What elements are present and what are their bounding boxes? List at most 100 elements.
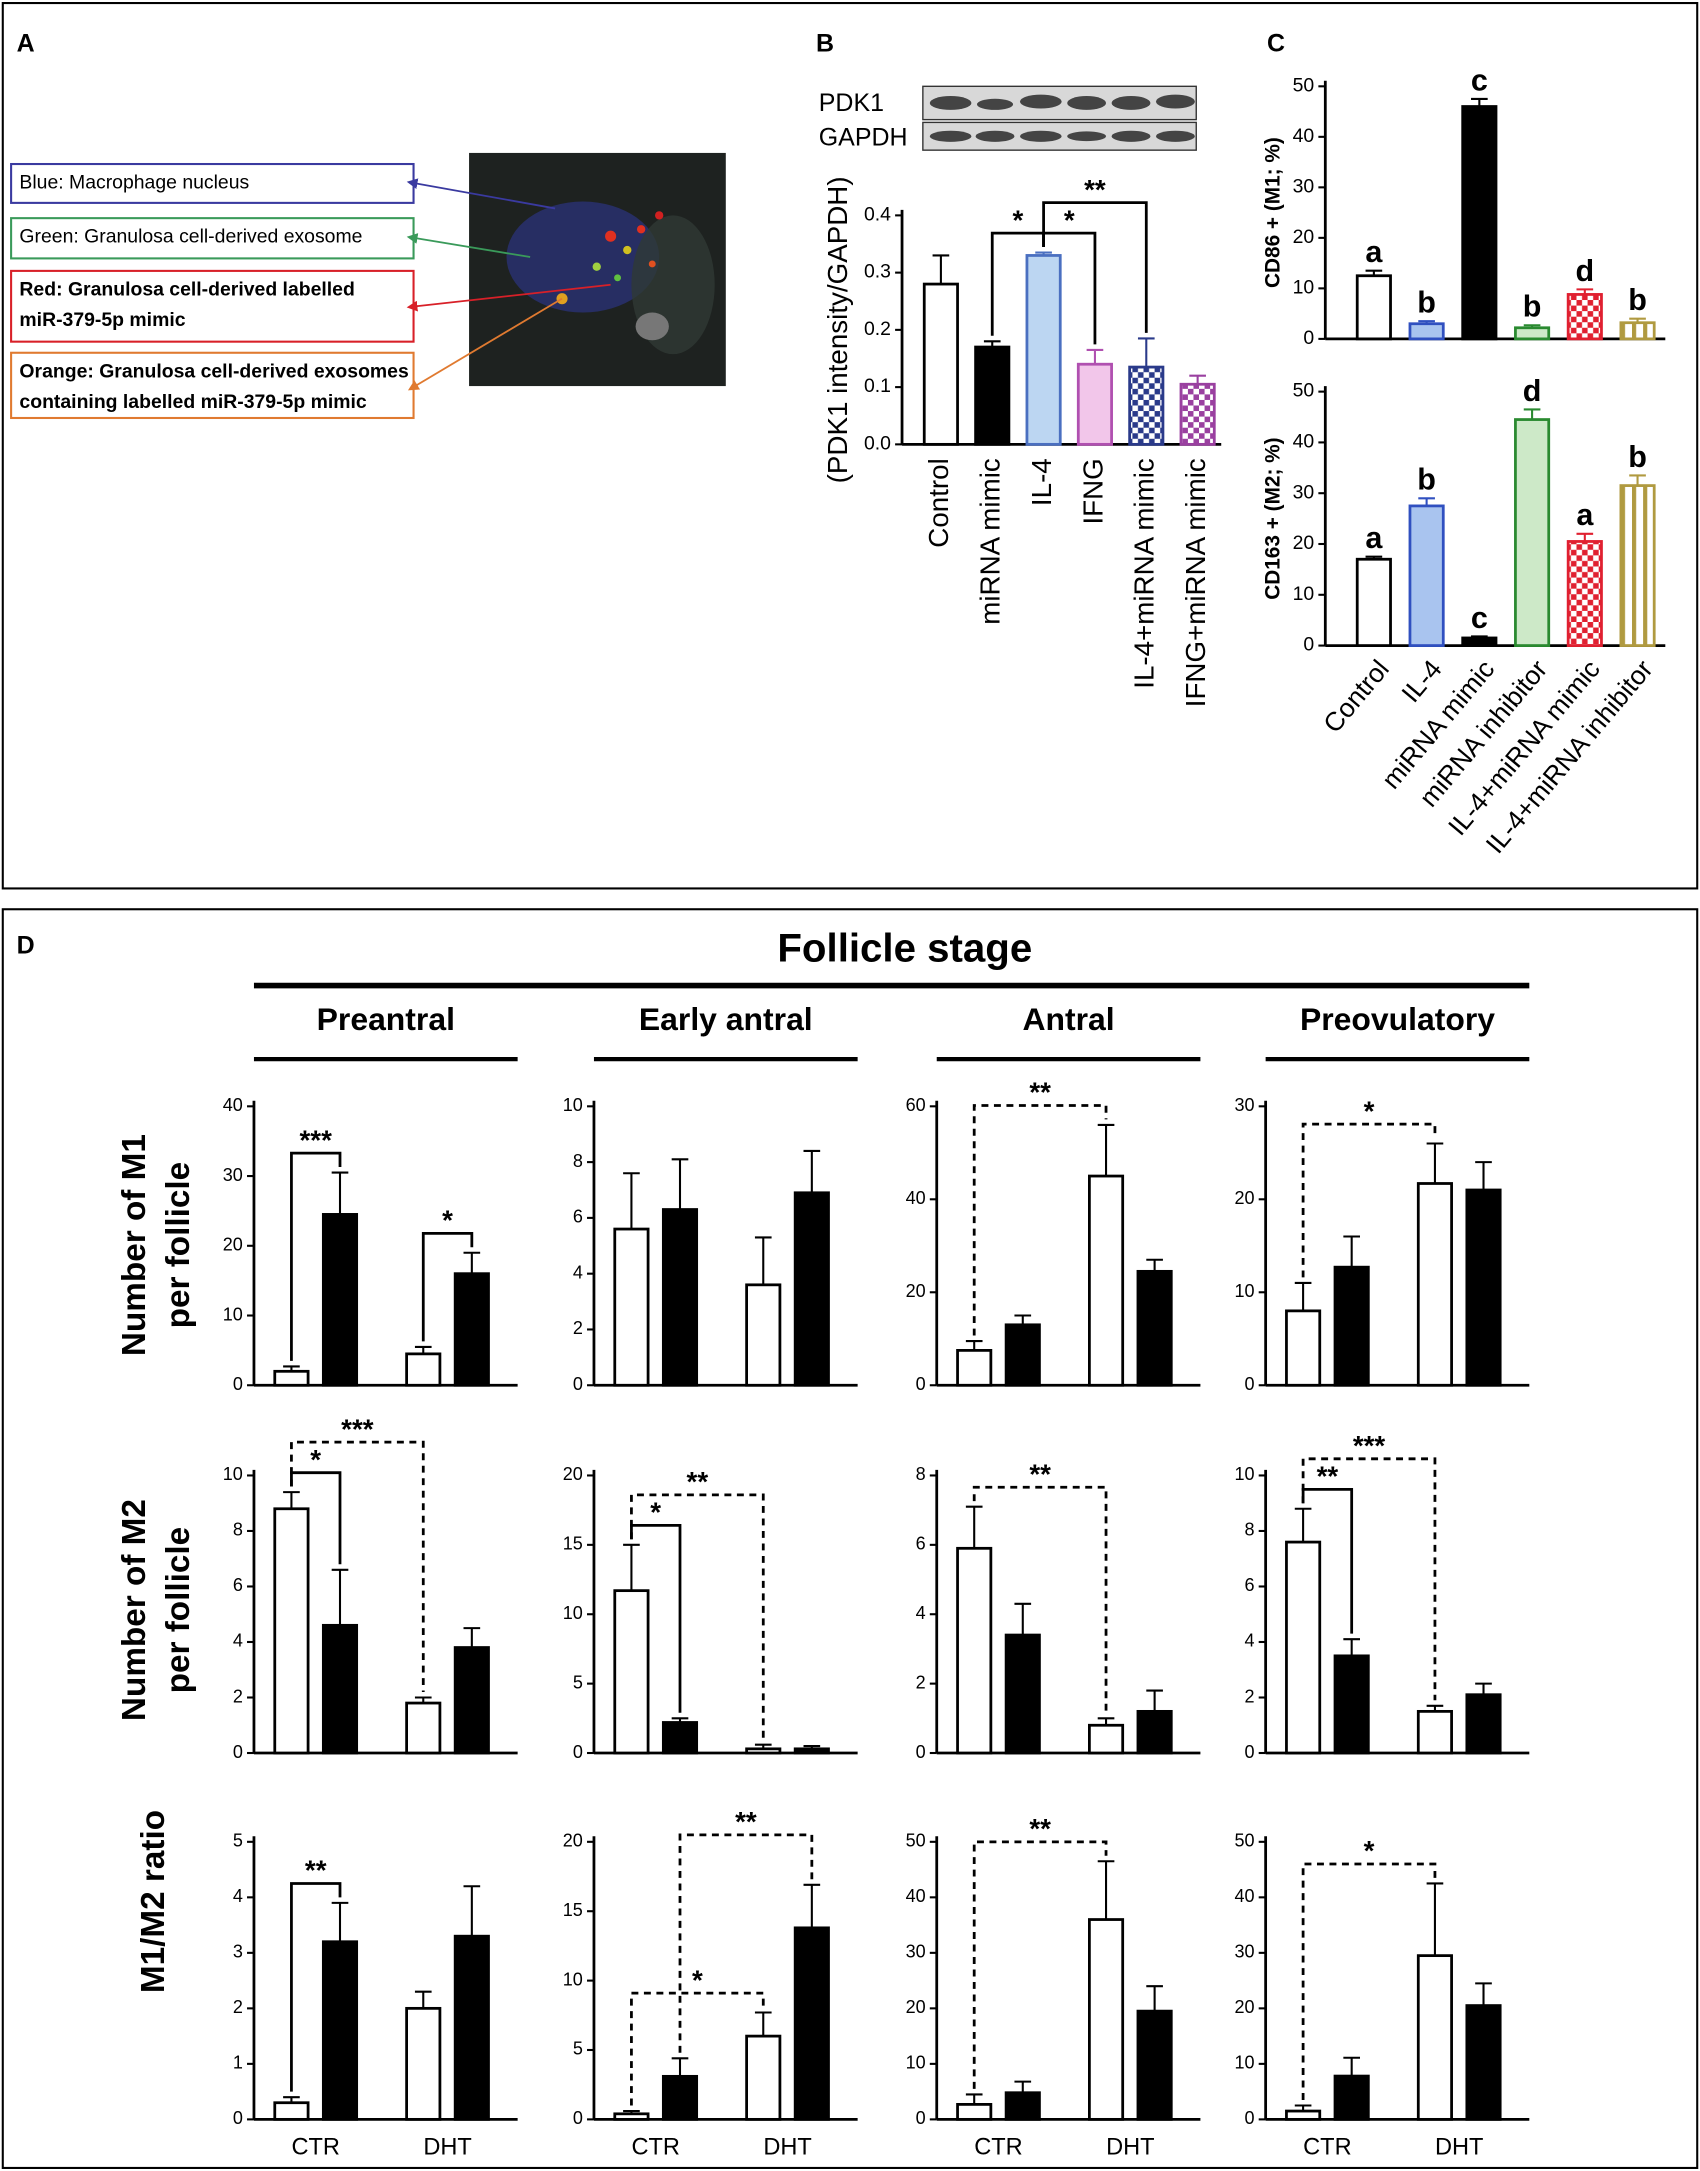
bar	[1333, 2074, 1370, 2121]
group-letter: c	[1471, 63, 1488, 97]
bar	[613, 1589, 650, 1755]
y-tick-label: 40	[1234, 1886, 1254, 1906]
x-tick-label: Control	[1317, 654, 1395, 738]
bar	[1088, 1174, 1125, 1387]
pointer-arrow	[406, 233, 531, 258]
pointer-arrow	[406, 178, 556, 210]
y-tick-label: 50	[1293, 380, 1315, 402]
legend-text: Red: Granulosa cell-derived labelled	[19, 278, 354, 300]
bar	[1355, 274, 1392, 341]
y-tick-label: 30	[1234, 1095, 1254, 1115]
row-label: Number of M2	[116, 1499, 153, 1721]
row-label: Number of M1	[116, 1134, 153, 1356]
y-tick-label: 6	[916, 1534, 926, 1554]
bar	[1136, 2009, 1173, 2121]
y-tick-label: 6	[233, 1575, 243, 1595]
y-tick-label: 0.1	[864, 375, 891, 397]
x-tick-label: CTR	[631, 2134, 679, 2160]
significance-label: *	[442, 1205, 453, 1236]
bar	[1285, 1309, 1322, 1387]
y-tick-label: 15	[563, 1900, 583, 1920]
y-tick-label: 0	[573, 1374, 583, 1394]
y-tick-label: 8	[1244, 1520, 1254, 1540]
group-letter: d	[1523, 374, 1542, 408]
bar	[745, 1747, 782, 1755]
y-tick-label: 20	[223, 1235, 243, 1255]
significance-label: *	[1364, 1095, 1375, 1126]
y-tick-label: 10	[563, 1603, 583, 1623]
pointer-arrow	[406, 283, 611, 312]
y-tick-label: 5	[573, 2039, 583, 2059]
y-tick-label: 8	[233, 1520, 243, 1540]
y-tick-label: 10	[1293, 276, 1315, 298]
y-tick-label: 60	[906, 1095, 926, 1115]
bar	[1333, 1654, 1370, 1755]
y-tick-label: 30	[1293, 175, 1315, 197]
bar	[1136, 1269, 1173, 1387]
y-tick-label: 50	[1234, 1831, 1254, 1851]
bar	[661, 1721, 699, 1755]
significance-bracket	[290, 1151, 342, 1361]
y-tick-label: 3	[233, 1942, 243, 1962]
bar	[1566, 293, 1603, 341]
significance-label: ***	[341, 1413, 374, 1444]
bar	[1285, 2109, 1322, 2121]
row-label: M1/M2 ratio	[135, 1810, 172, 1993]
y-tick-label: 0	[916, 1374, 926, 1394]
significance-bracket	[290, 1440, 425, 1692]
x-tick-label: DHT	[763, 2134, 811, 2160]
significance-label: **	[687, 1466, 709, 1497]
group-letter: a	[1365, 235, 1383, 269]
y-tick-label: 8	[573, 1151, 583, 1171]
y-tick-label: 40	[223, 1095, 243, 1115]
y-tick-label: 0.3	[864, 261, 891, 283]
significance-label: **	[1317, 1461, 1339, 1492]
bar	[661, 2074, 699, 2121]
x-tick-label: DHT	[1435, 2134, 1483, 2160]
bar	[1355, 557, 1392, 647]
significance-label: *	[1364, 1835, 1375, 1866]
y-tick-label: 10	[906, 2053, 926, 2073]
y-tick-label: 4	[233, 1886, 243, 1906]
y-tick-label: 30	[906, 1942, 926, 1962]
bar	[1566, 540, 1603, 647]
y-tick-label: 0	[573, 1742, 583, 1762]
group-letter: b	[1417, 286, 1436, 320]
significance-bracket	[290, 1882, 342, 2092]
significance-bracket	[1301, 1122, 1437, 1278]
y-tick-label: 30	[223, 1165, 243, 1185]
x-tick-label: Control	[923, 458, 954, 547]
group-letter: b	[1628, 440, 1647, 474]
bar	[405, 1701, 442, 1755]
bar	[974, 345, 1011, 446]
stage-heading: Antral	[1022, 1001, 1114, 1037]
y-tick-label: 2	[916, 1672, 926, 1692]
significance-label: **	[735, 1806, 757, 1837]
bar	[1408, 322, 1445, 341]
bar	[661, 1208, 699, 1387]
y-tick-label: 50	[1293, 74, 1315, 96]
significance-label: *	[650, 1497, 661, 1528]
y-tick-label: 4	[1244, 1631, 1254, 1651]
bar	[793, 1747, 830, 1755]
y-tick-label: 20	[906, 1281, 926, 1301]
x-tick-label: CTR	[974, 2134, 1022, 2160]
y-tick-label: 30	[1293, 481, 1315, 503]
bar	[613, 2112, 650, 2121]
x-tick-label: IFNG	[1077, 458, 1108, 524]
y-tick-label: 0	[1244, 1374, 1254, 1394]
y-tick-label: 2	[1244, 1686, 1254, 1706]
y-tick-label: 40	[906, 1188, 926, 1208]
significance-bracket	[421, 1231, 474, 1342]
group-letter: d	[1575, 254, 1594, 288]
y-tick-label: 10	[1234, 2053, 1254, 2073]
significance-bracket	[1042, 201, 1148, 333]
significance-label: *	[1013, 204, 1024, 235]
significance-label: **	[305, 1855, 327, 1886]
y-tick-label: 6	[1244, 1575, 1254, 1595]
y-tick-label: 5	[233, 1831, 243, 1851]
y-tick-label: 10	[223, 1464, 243, 1484]
y-tick-label: 0	[916, 2108, 926, 2128]
bar	[613, 1227, 650, 1387]
significance-label: ***	[1353, 1430, 1386, 1461]
